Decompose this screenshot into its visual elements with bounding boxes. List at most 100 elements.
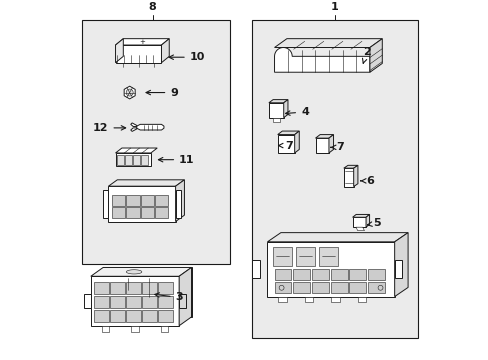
Bar — [125, 155, 132, 165]
Polygon shape — [175, 180, 184, 221]
Bar — [94, 310, 109, 322]
Bar — [330, 282, 347, 293]
Polygon shape — [272, 118, 280, 122]
Polygon shape — [103, 267, 191, 317]
Polygon shape — [394, 260, 402, 278]
Bar — [142, 296, 157, 308]
Bar — [158, 282, 172, 294]
Bar — [349, 282, 366, 293]
Bar — [126, 207, 139, 218]
Polygon shape — [315, 135, 333, 138]
Polygon shape — [394, 233, 407, 297]
Text: +: + — [139, 39, 145, 45]
Bar — [112, 207, 125, 218]
Polygon shape — [274, 39, 382, 48]
Polygon shape — [366, 215, 369, 227]
Polygon shape — [353, 165, 357, 186]
Polygon shape — [137, 124, 163, 130]
Polygon shape — [115, 39, 123, 63]
Bar — [126, 282, 141, 294]
Polygon shape — [108, 180, 184, 186]
Text: 10: 10 — [169, 52, 204, 62]
Polygon shape — [179, 294, 186, 308]
Bar — [293, 282, 309, 293]
Text: 4: 4 — [285, 107, 308, 117]
Text: 3: 3 — [155, 292, 183, 302]
Text: 9: 9 — [146, 87, 178, 98]
Bar — [126, 195, 139, 206]
Polygon shape — [103, 190, 108, 218]
Polygon shape — [274, 48, 369, 72]
Bar — [142, 282, 157, 294]
Bar — [110, 310, 125, 322]
Polygon shape — [283, 100, 287, 118]
Bar — [82, 20, 230, 264]
Polygon shape — [272, 247, 292, 266]
Bar — [141, 195, 154, 206]
Polygon shape — [108, 186, 175, 221]
Text: 5: 5 — [366, 218, 380, 228]
Bar — [158, 296, 172, 308]
Bar — [112, 195, 125, 206]
Text: 12: 12 — [93, 123, 125, 133]
Bar — [274, 269, 291, 280]
Polygon shape — [115, 39, 169, 45]
Text: 6: 6 — [360, 176, 373, 186]
Text: 8: 8 — [148, 2, 156, 12]
Bar — [126, 310, 141, 322]
Polygon shape — [126, 270, 142, 274]
Polygon shape — [343, 165, 357, 168]
Polygon shape — [175, 190, 181, 218]
Bar — [94, 296, 109, 308]
Polygon shape — [251, 260, 259, 278]
Bar — [274, 282, 291, 293]
Text: 2: 2 — [362, 47, 370, 63]
Polygon shape — [268, 103, 283, 118]
Bar — [251, 20, 417, 338]
Bar — [141, 155, 147, 165]
Polygon shape — [91, 267, 191, 276]
Polygon shape — [315, 138, 328, 153]
Bar — [141, 207, 154, 218]
Text: 7: 7 — [330, 142, 344, 152]
Polygon shape — [267, 233, 407, 242]
Bar — [117, 155, 123, 165]
Bar — [133, 155, 140, 165]
Polygon shape — [369, 39, 382, 72]
Bar — [131, 326, 138, 332]
Text: 11: 11 — [158, 155, 194, 165]
Bar — [161, 326, 167, 332]
Polygon shape — [115, 153, 151, 166]
Polygon shape — [352, 217, 366, 227]
Polygon shape — [126, 89, 133, 96]
Polygon shape — [377, 285, 382, 290]
Text: 1: 1 — [330, 2, 338, 12]
Polygon shape — [318, 247, 337, 266]
Polygon shape — [279, 285, 284, 290]
Bar — [142, 310, 157, 322]
Bar — [304, 297, 313, 302]
Polygon shape — [91, 276, 179, 326]
Bar — [155, 207, 168, 218]
Bar — [349, 269, 366, 280]
Polygon shape — [328, 135, 333, 153]
Polygon shape — [277, 135, 294, 153]
Bar — [367, 282, 385, 293]
Polygon shape — [277, 131, 299, 135]
Polygon shape — [352, 215, 369, 217]
Bar — [110, 282, 125, 294]
Polygon shape — [268, 100, 287, 103]
Polygon shape — [343, 168, 353, 186]
Bar — [126, 296, 141, 308]
Bar — [330, 297, 339, 302]
Polygon shape — [355, 227, 364, 231]
Bar — [102, 326, 109, 332]
Polygon shape — [115, 45, 161, 63]
Polygon shape — [295, 247, 315, 266]
Bar — [155, 195, 168, 206]
Polygon shape — [294, 131, 299, 153]
Polygon shape — [161, 39, 169, 63]
Bar — [367, 269, 385, 280]
Polygon shape — [115, 148, 157, 153]
Bar — [311, 282, 328, 293]
